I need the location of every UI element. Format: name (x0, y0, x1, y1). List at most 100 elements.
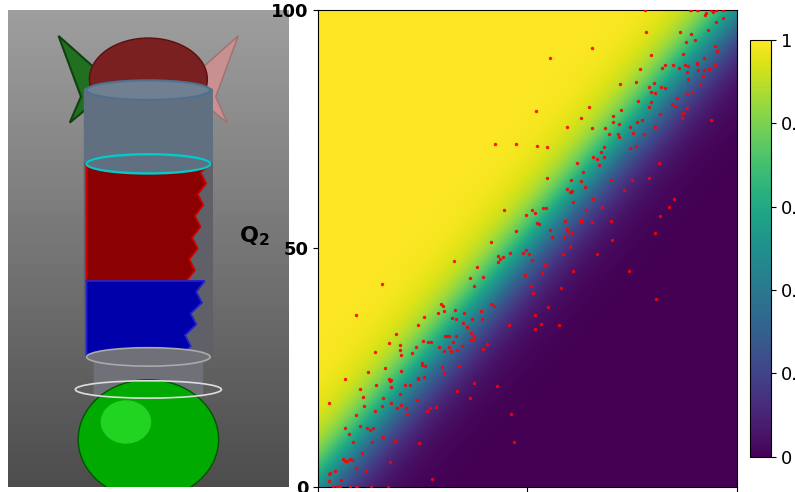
Point (613, 120, 626, 128)
Point (333, 483, 346, 491)
Point (389, 437, 401, 445)
Point (412, 374, 425, 382)
Point (708, 42, 721, 50)
Point (475, 307, 487, 315)
Point (592, 161, 605, 169)
Point (681, 90, 693, 98)
Point (691, 59, 704, 67)
FancyBboxPatch shape (83, 162, 213, 359)
Point (529, 311, 541, 319)
Point (445, 347, 458, 355)
Point (510, 141, 522, 149)
Point (394, 346, 407, 354)
Polygon shape (87, 164, 210, 281)
Point (443, 343, 456, 351)
Point (362, 369, 374, 376)
Point (692, 6, 705, 14)
Point (439, 332, 452, 340)
Point (575, 217, 588, 225)
Point (451, 346, 463, 354)
Point (632, 97, 645, 105)
Point (436, 302, 449, 310)
Point (426, 475, 439, 483)
Point (634, 65, 646, 73)
Point (350, 483, 363, 491)
Point (679, 61, 692, 69)
Point (717, 14, 730, 22)
Ellipse shape (87, 80, 210, 100)
Point (526, 207, 539, 215)
Point (545, 233, 558, 241)
Point (364, 483, 377, 491)
Ellipse shape (87, 154, 210, 173)
Point (604, 217, 617, 225)
Point (716, 6, 729, 14)
Point (561, 123, 574, 131)
Point (390, 404, 403, 412)
Ellipse shape (101, 400, 151, 444)
Point (711, 47, 723, 55)
Point (587, 195, 599, 203)
Point (480, 340, 493, 348)
Point (467, 282, 480, 290)
Point (419, 362, 432, 369)
Point (598, 143, 611, 151)
FancyBboxPatch shape (94, 351, 204, 397)
Point (533, 220, 545, 228)
Point (453, 362, 466, 370)
Point (437, 307, 450, 315)
Point (623, 144, 636, 152)
Point (650, 295, 663, 303)
Point (409, 343, 422, 351)
Point (394, 341, 406, 349)
Point (663, 203, 676, 211)
Point (669, 102, 681, 110)
Point (399, 381, 412, 389)
Point (417, 337, 429, 344)
Point (684, 6, 697, 14)
Point (580, 206, 592, 214)
Point (350, 311, 363, 319)
Ellipse shape (87, 154, 210, 174)
Point (681, 68, 693, 76)
Point (682, 62, 695, 69)
Point (416, 359, 429, 367)
Point (450, 315, 463, 323)
Point (704, 117, 717, 124)
Point (436, 363, 448, 371)
Point (331, 483, 343, 491)
Point (702, 65, 715, 73)
Point (538, 261, 551, 269)
Point (656, 64, 669, 72)
Point (417, 313, 430, 321)
Point (543, 226, 556, 234)
Point (338, 458, 351, 465)
Point (540, 204, 553, 212)
Point (692, 66, 704, 74)
Point (704, 6, 717, 14)
Point (607, 112, 619, 120)
Point (685, 30, 698, 38)
Point (607, 118, 619, 126)
Point (385, 383, 398, 391)
Point (645, 98, 657, 106)
Point (525, 256, 538, 264)
Ellipse shape (87, 348, 210, 366)
Point (691, 61, 704, 68)
Point (492, 252, 505, 260)
Point (659, 84, 672, 92)
Point (556, 249, 569, 257)
Point (603, 130, 615, 138)
Point (410, 397, 423, 404)
Point (375, 402, 388, 410)
Point (369, 381, 382, 389)
Point (448, 257, 460, 265)
Point (359, 467, 372, 475)
Point (441, 332, 454, 339)
Point (520, 246, 533, 254)
Point (564, 188, 577, 196)
Point (626, 176, 638, 184)
Point (560, 225, 573, 233)
Point (529, 209, 541, 216)
Point (464, 394, 477, 401)
